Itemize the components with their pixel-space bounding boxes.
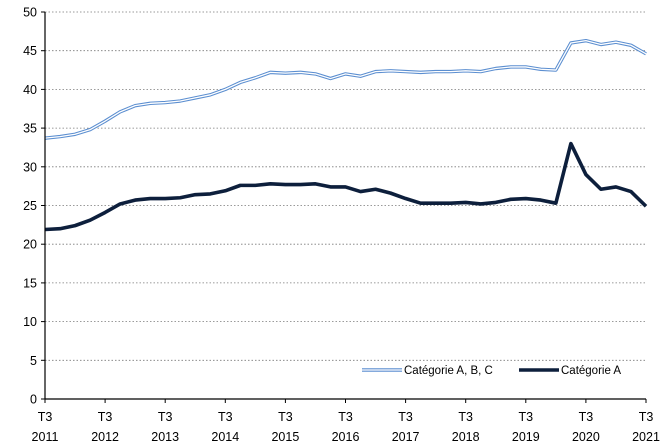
x-tick-label-quarter: T3 [579,410,594,424]
x-tick-label-year: 2016 [332,430,360,444]
y-tick-label: 5 [30,354,37,368]
y-tick-label: 35 [23,122,37,136]
legend-label-0: Catégorie A, B, C [404,365,493,377]
series-line-0-inner [44,39,647,139]
x-axis-ticks: T3 2011 T3 2012 T3 2013 T3 2014 T3 2015 T3 2016 T3 20… [32,399,660,444]
legend: Catégorie A, B, C Catégorie A [362,365,621,377]
legend-label-1: Catégorie A [561,365,621,377]
x-tick-label-year: 2011 [32,430,59,444]
x-tick-label-quarter: T3 [639,410,654,424]
y-tick-label: 10 [23,315,37,329]
x-tick-label-quarter: T3 [398,410,413,424]
series-line-0 [44,38,647,140]
x-tick-label-year: 2019 [512,430,540,444]
x-tick-label-quarter: T3 [38,410,53,424]
y-axis-ticks: 0 5 10 15 20 25 30 35 40 45 50 [23,6,45,407]
y-tick-label: 30 [23,160,37,174]
x-tick-label-year: 2012 [91,430,119,444]
x-tick-label-year: 2015 [271,430,299,444]
x-tick-label-year: 2018 [452,430,480,444]
x-tick-label-year: 2020 [572,430,600,444]
x-tick-label-quarter: T3 [458,410,473,424]
y-tick-label: 25 [23,199,37,213]
x-tick-label-quarter: T3 [338,410,353,424]
x-tick-label-quarter: T3 [519,410,534,424]
y-tick-label: 45 [23,44,37,58]
y-tick-label: 20 [23,238,37,252]
x-tick-label-quarter: T3 [98,410,113,424]
x-tick-label-year: 2013 [151,430,179,444]
x-tick-label-year: 2014 [211,430,239,444]
y-tick-label: 15 [23,276,37,290]
x-tick-label-year: 2017 [392,430,420,444]
x-tick-label-quarter: T3 [278,410,293,424]
y-tick-label: 40 [23,83,37,97]
axes [44,12,646,400]
x-tick-label-year: 2021 [632,430,660,444]
y-tick-label: 0 [30,393,37,407]
x-tick-label-quarter: T3 [218,410,233,424]
x-tick-label-quarter: T3 [158,410,173,424]
y-tick-label: 50 [23,6,37,20]
series-line-1 [44,141,648,232]
gridlines [45,11,646,361]
series-lines [44,38,648,232]
